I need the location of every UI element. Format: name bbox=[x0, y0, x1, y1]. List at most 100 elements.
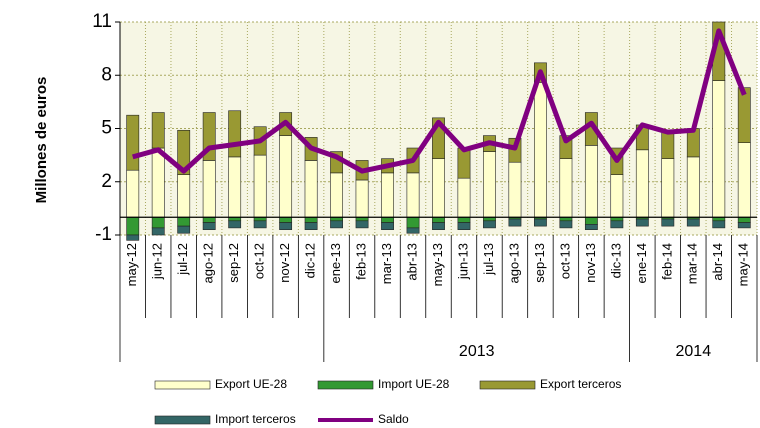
bar-segment bbox=[228, 220, 242, 229]
x-tick-label: abr-14 bbox=[710, 243, 725, 281]
bar-segment bbox=[508, 161, 522, 218]
bar-segment bbox=[253, 220, 267, 229]
bar-segment bbox=[406, 216, 420, 229]
x-tick-label: may-14 bbox=[736, 243, 751, 286]
year-label: 2014 bbox=[676, 343, 712, 360]
bar-segment bbox=[355, 179, 369, 218]
bar-segment bbox=[304, 216, 318, 223]
x-tick-label: abr-13 bbox=[404, 243, 419, 281]
x-tick-label: nov-13 bbox=[583, 243, 598, 283]
x-tick-label: ene-13 bbox=[328, 243, 343, 283]
bar-segment bbox=[559, 220, 573, 229]
y-tick-label: -1 bbox=[95, 224, 112, 245]
x-tick-label: sep-13 bbox=[532, 243, 547, 283]
bar-segment bbox=[737, 142, 751, 218]
bar-segment bbox=[457, 222, 471, 230]
bar-segment bbox=[177, 129, 191, 175]
bar-segment bbox=[661, 158, 675, 218]
bar-segment bbox=[406, 227, 420, 234]
bar-segment bbox=[151, 147, 165, 218]
bar-segment bbox=[584, 145, 598, 218]
bar-segment bbox=[635, 149, 649, 218]
x-tick-label: dic-13 bbox=[608, 243, 623, 278]
x-tick-label: jun-12 bbox=[150, 243, 165, 280]
bar-segment bbox=[381, 216, 394, 223]
bar-segment bbox=[355, 220, 369, 229]
legend-swatch bbox=[317, 380, 374, 390]
x-tick-label: ene-14 bbox=[634, 243, 649, 283]
bar-segment bbox=[457, 216, 471, 223]
bar-segment bbox=[432, 222, 445, 230]
bar-segment bbox=[457, 177, 471, 218]
bar-segment bbox=[483, 220, 496, 229]
bar-segment bbox=[202, 222, 216, 230]
x-tick-label: jun-13 bbox=[455, 243, 470, 280]
x-tick-label: nov-12 bbox=[277, 243, 292, 283]
legend-label: Export UE-28 bbox=[215, 377, 287, 391]
bar-segment bbox=[686, 156, 700, 218]
bar-segment bbox=[737, 222, 751, 229]
bar-segment bbox=[737, 87, 751, 144]
bar-segment bbox=[177, 216, 191, 227]
x-tick-label: sep-12 bbox=[226, 243, 241, 283]
bar-segment bbox=[661, 218, 675, 227]
bar-segment bbox=[534, 218, 547, 227]
legend-label: Import UE-28 bbox=[378, 377, 450, 391]
y-tick-label: 5 bbox=[101, 118, 112, 139]
bar-segment bbox=[584, 224, 598, 230]
bar-segment bbox=[279, 135, 293, 218]
year-label: 2013 bbox=[459, 343, 495, 360]
x-tick-label: jul-13 bbox=[481, 243, 496, 276]
bar-segment bbox=[253, 154, 267, 218]
bar-segment bbox=[584, 216, 598, 225]
bar-segment bbox=[457, 147, 471, 179]
x-tick-label: jul-12 bbox=[175, 243, 190, 276]
x-tick-label: dic-12 bbox=[303, 243, 318, 278]
bar-segment bbox=[686, 218, 700, 227]
legend-label: Export terceros bbox=[540, 377, 621, 391]
bar-segment bbox=[432, 216, 445, 223]
bar-segment bbox=[330, 172, 343, 218]
x-tick-label: mar-14 bbox=[685, 243, 700, 284]
bar-segment bbox=[126, 114, 140, 171]
bar-segment bbox=[228, 156, 242, 218]
x-tick-label: ago-13 bbox=[506, 243, 521, 283]
bar-segment bbox=[126, 234, 140, 241]
legend-swatch bbox=[154, 380, 211, 390]
legend-swatch bbox=[479, 380, 536, 390]
saldo-line bbox=[132, 28, 747, 174]
bar-segment bbox=[279, 222, 293, 230]
bar-segment bbox=[610, 174, 624, 218]
bar-segment bbox=[737, 216, 751, 223]
x-tick-label: oct-13 bbox=[557, 243, 572, 279]
bar-segment bbox=[330, 220, 343, 229]
legend-label: Import terceros bbox=[215, 412, 296, 426]
bar-segment bbox=[610, 220, 624, 229]
y-tick-label: 2 bbox=[101, 171, 112, 192]
bar-segment bbox=[635, 218, 649, 227]
legend-swatch bbox=[154, 415, 211, 425]
bar-segment bbox=[202, 160, 216, 218]
y-axis-label: Millones de euros bbox=[33, 77, 50, 204]
bar-segment bbox=[381, 172, 394, 218]
y-tick-label: 8 bbox=[101, 64, 112, 85]
bar-segment bbox=[534, 82, 547, 218]
bar-segment bbox=[126, 216, 140, 236]
bar-segment bbox=[202, 216, 216, 223]
bar-segment bbox=[151, 216, 165, 229]
bar-segment bbox=[712, 220, 726, 229]
legend-label: Saldo bbox=[378, 412, 409, 426]
bar-segment bbox=[381, 222, 394, 230]
x-tick-label: may-12 bbox=[124, 243, 139, 286]
bar-segment bbox=[304, 222, 318, 230]
bar-segment bbox=[279, 216, 293, 223]
bar-segment bbox=[432, 158, 445, 218]
bar-segment bbox=[151, 227, 165, 236]
x-tick-label: ago-12 bbox=[201, 243, 216, 283]
bar-segment bbox=[151, 112, 165, 149]
bar-segment bbox=[508, 218, 522, 227]
x-tick-label: feb-13 bbox=[353, 243, 368, 280]
y-tick-label: 11 bbox=[92, 11, 112, 32]
x-tick-label: may-13 bbox=[430, 243, 445, 286]
